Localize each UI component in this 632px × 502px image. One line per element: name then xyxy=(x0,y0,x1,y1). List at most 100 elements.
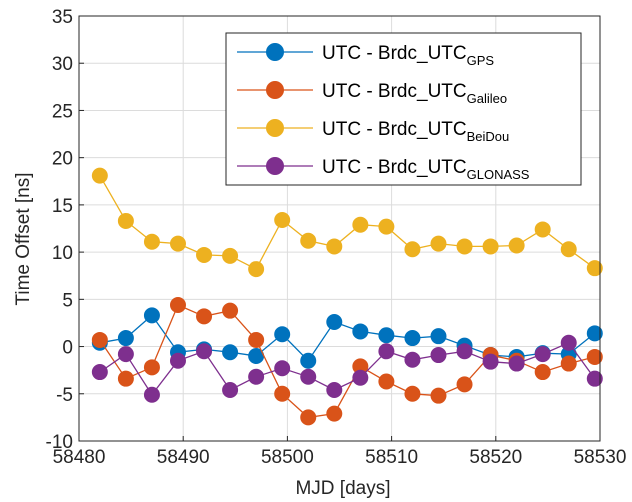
y-tick-label: -10 xyxy=(46,432,73,453)
x-tick-label: 58510 xyxy=(365,447,418,468)
data-point xyxy=(430,328,447,345)
data-point xyxy=(560,355,577,372)
data-point xyxy=(352,216,369,233)
data-point xyxy=(222,247,239,264)
legend-marker xyxy=(266,81,284,99)
data-point xyxy=(196,343,213,360)
legend-entries: UTC - Brdc_UTCGPS UTC - Brdc_UTCGalileo UT… xyxy=(237,43,530,182)
data-point xyxy=(482,238,499,255)
x-axis-label: MJD [days] xyxy=(295,478,390,499)
data-point xyxy=(274,212,291,228)
y-tick-label: 30 xyxy=(52,54,73,75)
data-point xyxy=(534,364,551,381)
data-point xyxy=(248,261,265,278)
data-point xyxy=(222,302,239,319)
data-point xyxy=(352,369,369,386)
legend-label: UTC - Brdc_UTCGPS xyxy=(322,43,494,68)
data-point xyxy=(404,385,421,402)
data-point xyxy=(143,386,160,403)
x-tick-label: 58530 xyxy=(574,447,627,468)
data-point xyxy=(378,327,395,344)
data-point xyxy=(404,351,421,368)
legend-box xyxy=(225,32,582,186)
legend: UTC - Brdc_UTCGPS UTC - Brdc_UTCGalileo UT… xyxy=(225,32,582,186)
data-point xyxy=(248,331,265,348)
data-point xyxy=(378,373,395,390)
data-point xyxy=(456,376,473,393)
y-tick-label: 15 xyxy=(52,196,73,217)
y-tick-label: 20 xyxy=(52,149,73,170)
y-tick-label: 35 xyxy=(52,7,73,28)
data-point xyxy=(586,325,603,342)
data-point xyxy=(430,387,447,404)
data-point xyxy=(196,246,213,263)
y-tick-label: 5 xyxy=(62,290,73,311)
data-point xyxy=(300,352,317,369)
data-point xyxy=(534,346,551,363)
data-point xyxy=(378,343,395,360)
legend-marker xyxy=(266,119,284,137)
y-tick-label: 25 xyxy=(52,101,73,122)
data-point xyxy=(560,241,577,258)
data-point xyxy=(143,307,160,324)
legend-entry-beidou: UTC - Brdc_UTCBeiDou xyxy=(237,119,509,144)
data-point xyxy=(274,360,291,377)
data-point xyxy=(91,167,108,184)
data-point xyxy=(508,355,525,372)
x-tick-label: 58500 xyxy=(261,447,314,468)
data-point xyxy=(274,326,291,343)
data-point xyxy=(117,346,134,363)
data-point xyxy=(404,241,421,258)
data-point xyxy=(326,238,343,255)
data-point xyxy=(91,331,108,348)
data-point xyxy=(300,368,317,385)
data-point xyxy=(222,344,239,361)
series-beidou xyxy=(91,167,603,278)
data-point xyxy=(300,232,317,249)
data-point xyxy=(456,238,473,255)
legend-label: UTC - Brdc_UTCGLONASS xyxy=(322,157,530,182)
data-point xyxy=(430,235,447,252)
data-point xyxy=(169,297,186,313)
data-point xyxy=(430,347,447,364)
data-point xyxy=(326,314,343,330)
data-point xyxy=(586,370,603,387)
data-point xyxy=(117,370,134,387)
data-point xyxy=(586,348,603,365)
legend-marker xyxy=(266,43,284,61)
data-point xyxy=(248,368,265,385)
data-point xyxy=(143,359,160,376)
data-point xyxy=(560,334,577,351)
data-point xyxy=(482,353,499,370)
y-tick-label: -5 xyxy=(56,385,73,406)
data-point xyxy=(222,382,239,398)
data-point xyxy=(274,385,291,402)
data-point xyxy=(456,343,473,360)
data-point xyxy=(404,330,421,347)
legend-entry-glonass: UTC - Brdc_UTCGLONASS xyxy=(237,157,530,182)
legend-marker xyxy=(266,157,284,175)
legend-label: UTC - Brdc_UTCGalileo xyxy=(322,81,507,106)
axes-frame xyxy=(78,15,601,442)
data-point xyxy=(378,218,395,235)
x-tick-label: 58520 xyxy=(469,447,522,468)
data-point xyxy=(169,235,186,252)
data-point xyxy=(117,212,134,229)
legend-entry-galileo: UTC - Brdc_UTCGalileo xyxy=(237,81,507,106)
ticks: 58480 58490 58500 58510 58520 58530 -10 -5 0 5 10 1… xyxy=(46,7,627,468)
data-point xyxy=(117,330,134,347)
data-point xyxy=(508,237,525,254)
data-point xyxy=(300,409,317,426)
legend-label: UTC - Brdc_UTCBeiDou xyxy=(322,119,509,144)
data-point xyxy=(143,233,160,250)
x-tick-label: 58490 xyxy=(157,447,210,468)
y-tick-label: 0 xyxy=(62,338,73,359)
legend-entry-gps: UTC - Brdc_UTCGPS xyxy=(237,43,494,68)
data-point xyxy=(352,323,369,340)
series-glonass xyxy=(91,334,603,403)
data-point xyxy=(326,405,343,422)
y-tick-label: 10 xyxy=(52,243,73,264)
data-point xyxy=(326,382,343,398)
data-point xyxy=(196,308,213,325)
